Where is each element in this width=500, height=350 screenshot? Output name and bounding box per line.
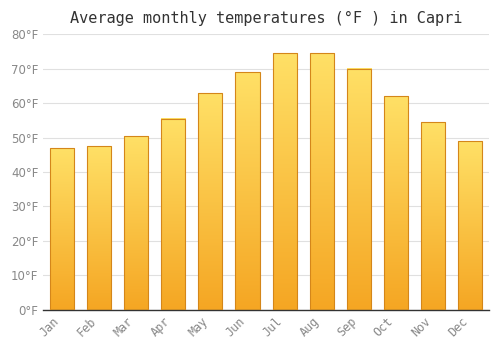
Bar [272, 53, 296, 310]
Bar [421, 122, 446, 310]
Bar [384, 96, 408, 310]
Bar [310, 53, 334, 310]
Title: Average monthly temperatures (°F ) in Capri: Average monthly temperatures (°F ) in Ca… [70, 11, 462, 26]
Bar [236, 72, 260, 310]
Bar [87, 146, 111, 310]
Bar [198, 93, 222, 310]
Bar [124, 136, 148, 310]
Bar [347, 69, 371, 310]
Bar [458, 141, 482, 310]
Bar [161, 119, 186, 310]
Bar [50, 148, 74, 310]
